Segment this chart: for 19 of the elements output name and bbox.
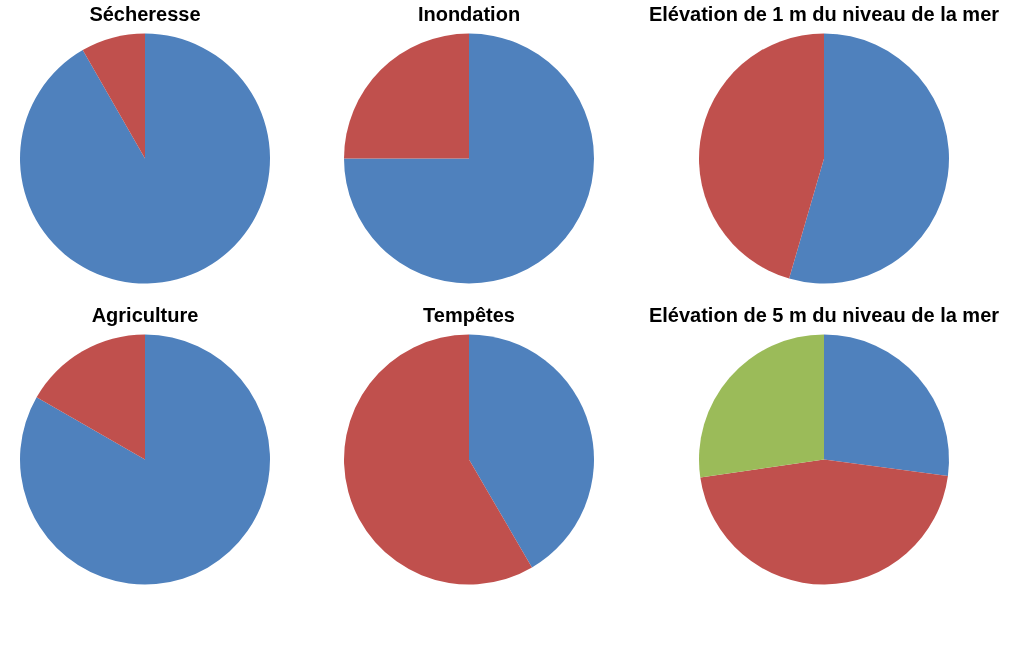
- pie-slice: [82, 33, 145, 159]
- chart-title: Elévation de 1 m du niveau de la mer: [648, 3, 1000, 25]
- pie-slice: [344, 33, 469, 159]
- pie-slice: [699, 334, 824, 478]
- pie-slice: [20, 334, 270, 585]
- pie-slice: [20, 33, 270, 284]
- pie-slice: [344, 33, 594, 284]
- pie-slice: [699, 33, 824, 279]
- pie-slice: [36, 334, 145, 460]
- pie-slice: [469, 334, 594, 568]
- chart-title: Sécheresse: [89, 3, 201, 25]
- chart-title: Inondation: [417, 3, 521, 25]
- pie-slice: [824, 334, 949, 476]
- chart-title: Elévation de 5 m du niveau de la mer: [648, 304, 1000, 326]
- chart-title: Tempêtes: [423, 304, 515, 326]
- chart-title: Agriculture: [91, 304, 199, 326]
- pie-slice: [700, 459, 948, 585]
- pie-slice: [789, 33, 949, 284]
- pie-slice: [344, 334, 532, 585]
